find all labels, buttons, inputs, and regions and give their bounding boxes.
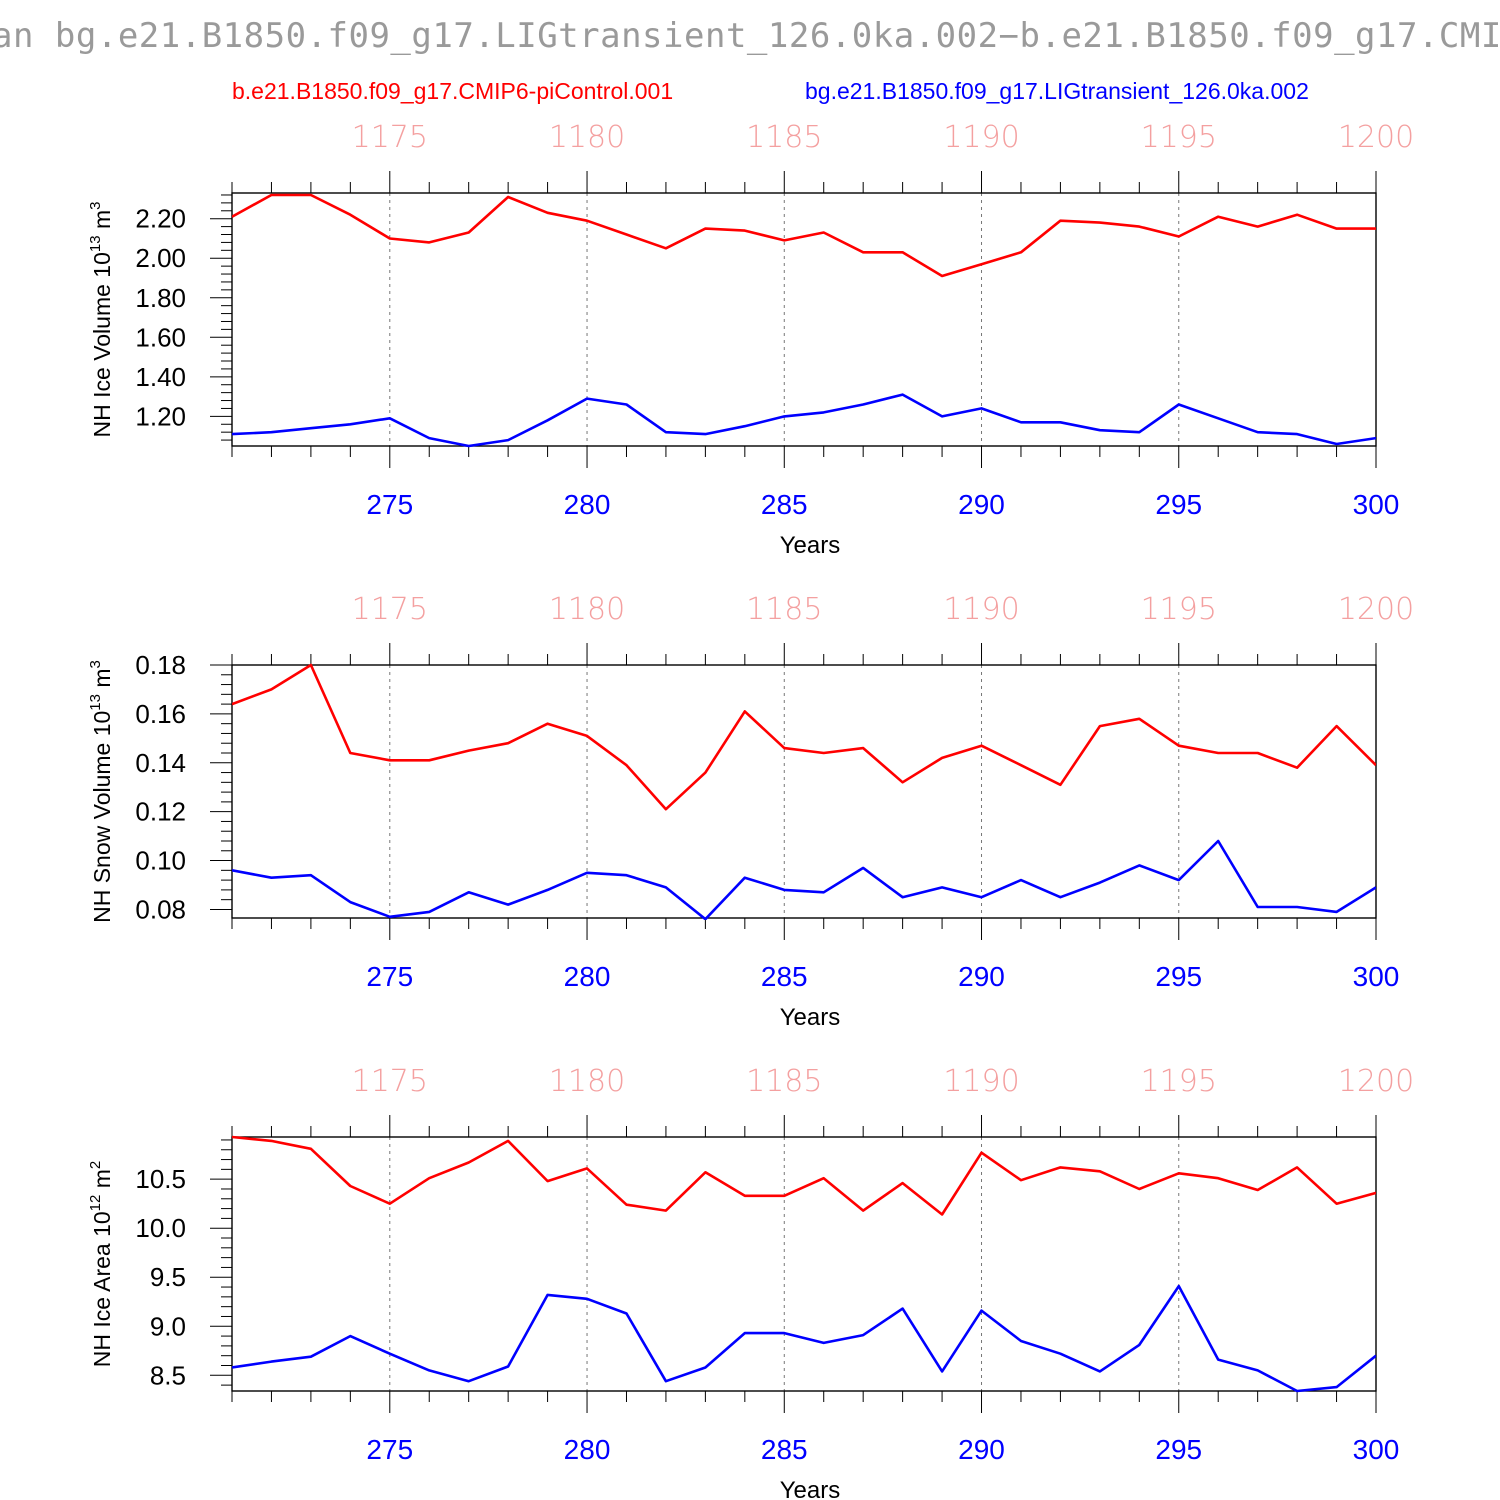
x-tick-label-bottom: 295 — [1155, 1434, 1202, 1465]
x-tick-label-top: 1185 — [746, 592, 822, 627]
plot-frame — [231, 192, 1377, 447]
y-tick-label: 9.0 — [150, 1311, 186, 1341]
x-tick-label-top: 1195 — [1141, 592, 1217, 627]
y-label-exponent: 12 — [87, 1195, 104, 1212]
panel-3: 275 280 285 290 295 300 1175 1180 1185 1190 1195 12… — [87, 1064, 1414, 1500]
y-tick-label: 0.10 — [135, 846, 186, 876]
x-tick-label-bottom: 275 — [366, 489, 413, 520]
x-tick-label-top: 1185 — [746, 120, 822, 155]
x-tick-label-bottom: 280 — [564, 961, 611, 992]
series-line-picontrol — [232, 1135, 1376, 1216]
x-tick-label-bottom: 290 — [958, 961, 1005, 992]
y-label-unit-exponent: 3 — [87, 202, 104, 210]
x-tick-label-bottom: 300 — [1353, 961, 1400, 992]
x-tick-label-bottom: 285 — [761, 1434, 808, 1465]
y-tick-label: 1.40 — [135, 362, 186, 392]
series-line-picontrol — [232, 193, 1376, 278]
x-tick-label-top: 1180 — [549, 120, 625, 155]
series-line-picontrol — [232, 663, 1376, 811]
y-tick-label: 1.60 — [135, 322, 186, 352]
x-tick-label-top: 1180 — [549, 1064, 625, 1099]
x-tick-label-top: 1175 — [352, 592, 428, 627]
y-tick-label: 1.20 — [135, 401, 186, 431]
series-line-ligtransient — [232, 1284, 1376, 1393]
y-tick-label: 2.20 — [135, 204, 186, 234]
x-tick-label-bottom: 280 — [564, 1434, 611, 1465]
x-tick-label-top: 1200 — [1338, 120, 1414, 155]
x-axis-label: Years — [780, 532, 841, 559]
x-tick-label-top: 1190 — [943, 120, 1019, 155]
y-tick-label: 10.0 — [135, 1213, 186, 1243]
x-tick-label-top: 1195 — [1141, 1064, 1217, 1099]
x-tick-label-top: 1200 — [1338, 592, 1414, 627]
y-tick-label: 9.5 — [150, 1262, 186, 1292]
x-tick-label-top: 1175 — [352, 1064, 428, 1099]
legend-entry-picontrol: b.e21.B1850.f09_g17.CMIP6-piControl.001 — [232, 78, 674, 104]
y-axis-label: NH Ice Volume 1013 m3 — [87, 202, 115, 438]
x-tick-label-bottom: 290 — [958, 1434, 1005, 1465]
y-tick-label: 1.80 — [135, 283, 186, 313]
x-axis-label: Years — [780, 1477, 841, 1500]
x-tick-label-bottom: 300 — [1353, 489, 1400, 520]
legend-entry-ligtransient: bg.e21.B1850.f09_g17.LIGtransient_126.0k… — [805, 78, 1309, 104]
page-title: an bg.e21.B1850.f09_g17.LIGtransient_126… — [0, 16, 1500, 56]
panel-1: 275 280 285 290 295 300 1175 1180 1185 1190 1195 12… — [87, 120, 1414, 559]
x-tick-label-top: 1200 — [1338, 1064, 1414, 1099]
y-label-unit-exponent: 2 — [87, 1161, 104, 1169]
y-axis-label: NH Ice Area 1012 m2 — [87, 1161, 115, 1368]
x-tick-label-bottom: 285 — [761, 961, 808, 992]
x-tick-label-bottom: 290 — [958, 489, 1005, 520]
y-label-text: NH Snow Volume 10 — [89, 711, 115, 923]
plot-frame — [231, 664, 1377, 919]
x-tick-label-top: 1185 — [746, 1064, 822, 1099]
y-tick-label: 0.14 — [135, 748, 186, 778]
plot-frame — [231, 1136, 1377, 1392]
y-label-unit: m — [89, 668, 115, 694]
y-tick-label: 8.5 — [150, 1360, 186, 1390]
x-tick-label-bottom: 295 — [1155, 489, 1202, 520]
x-tick-label-bottom: 280 — [564, 489, 611, 520]
x-tick-label-bottom: 295 — [1155, 961, 1202, 992]
y-label-unit: m — [89, 210, 115, 236]
y-axis-label: NH Snow Volume 1013 m3 — [87, 660, 115, 923]
y-tick-label: 0.08 — [135, 894, 186, 924]
y-tick-label: 0.16 — [135, 699, 186, 729]
x-axis-label: Years — [780, 1004, 841, 1031]
y-label-text: NH Ice Volume 10 — [89, 252, 115, 437]
y-label-text: NH Ice Area 10 — [89, 1211, 115, 1367]
x-tick-label-top: 1180 — [549, 592, 625, 627]
y-label-exponent: 13 — [87, 235, 104, 252]
x-tick-label-bottom: 300 — [1353, 1434, 1400, 1465]
x-tick-label-bottom: 285 — [761, 489, 808, 520]
y-tick-label: 10.5 — [135, 1164, 186, 1194]
x-tick-label-bottom: 275 — [366, 1434, 413, 1465]
y-tick-label: 0.12 — [135, 797, 186, 827]
x-tick-label-bottom: 275 — [366, 961, 413, 992]
series-line-ligtransient — [232, 839, 1376, 920]
panel-2: 275 280 285 290 295 300 1175 1180 1185 1190 1195 12… — [87, 592, 1414, 1031]
x-tick-label-top: 1190 — [943, 592, 1019, 627]
y-label-unit: m — [89, 1169, 115, 1195]
y-tick-label: 2.00 — [135, 243, 186, 273]
x-tick-label-top: 1190 — [943, 1064, 1019, 1099]
y-tick-label: 0.18 — [135, 650, 186, 680]
y-label-exponent: 13 — [87, 694, 104, 711]
series-line-ligtransient — [232, 393, 1376, 448]
y-label-unit-exponent: 3 — [87, 660, 104, 668]
x-tick-label-top: 1175 — [352, 120, 428, 155]
x-tick-label-top: 1195 — [1141, 120, 1217, 155]
